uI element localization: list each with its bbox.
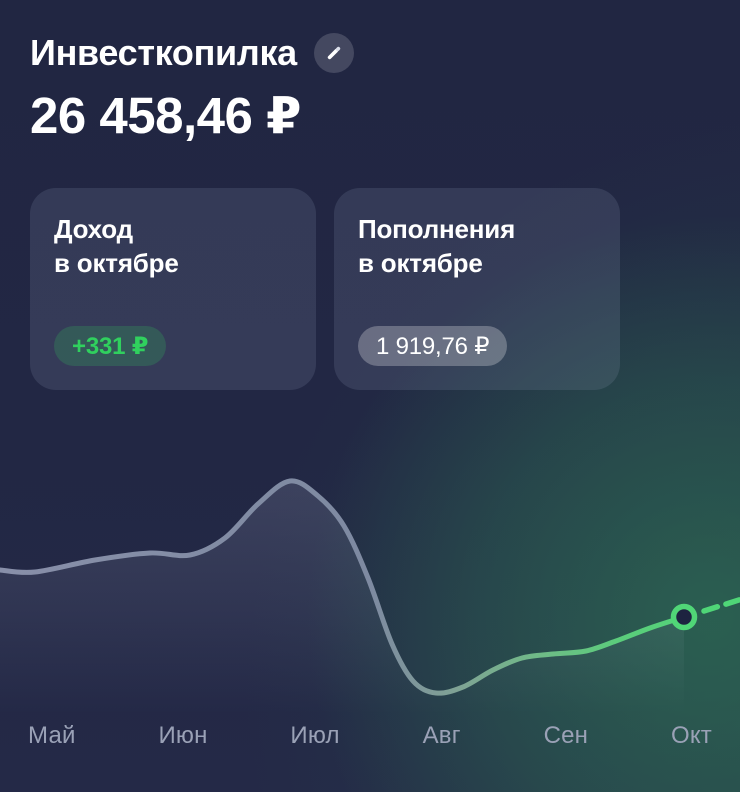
topups-badge: 1 919,76 ₽ (358, 326, 508, 366)
page-title: Инвесткопилка (30, 32, 297, 73)
pencil-icon (327, 46, 341, 60)
month-label-oct: Окт (670, 722, 712, 749)
income-card-title: Доход в октябре (54, 214, 179, 278)
chart-line (0, 478, 687, 696)
chart-projection-dashed-line (701, 596, 740, 614)
income-badge: +331 ₽ (54, 326, 167, 366)
month-label-jun: Июн (158, 722, 208, 749)
chart-month-labels: Май Июн Июл Авг Сен Окт (0, 722, 740, 750)
chart-area-fill (0, 480, 684, 760)
balance-amount: 26 458,46 ₽ (30, 87, 302, 144)
header: Инвесткопилка (30, 31, 710, 75)
stats-cards-row: Доход в октябре +331 ₽ Пополнения в октя… (30, 188, 620, 390)
month-label-may: Май (28, 722, 76, 749)
month-label-sep: Сен (543, 722, 589, 749)
income-card[interactable]: Доход в октябре +331 ₽ (30, 188, 316, 390)
edit-button[interactable] (313, 33, 354, 73)
month-label-jul: Июл (290, 722, 340, 749)
topups-card-title: Пополнения в октябре (358, 214, 516, 278)
month-label-aug: Авг (422, 722, 461, 749)
current-value-marker[interactable] (670, 603, 698, 631)
topups-card[interactable]: Пополнения в октябре 1 919,76 ₽ (334, 188, 620, 390)
